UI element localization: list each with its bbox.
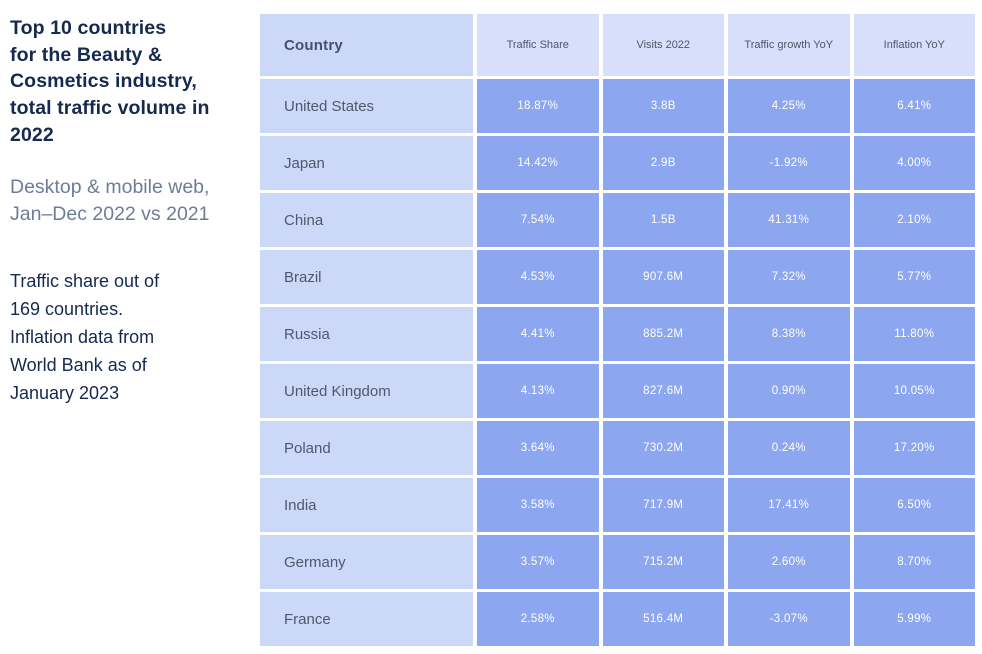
value-cell: 7.32% (728, 250, 850, 304)
value-cell: 4.53% (477, 250, 599, 304)
country-name-cell: Brazil (260, 250, 473, 304)
column-header-traffic-share: Traffic Share (477, 14, 599, 76)
value-cell: 730.2M (602, 421, 724, 475)
value-cell: 14.42% (477, 136, 599, 190)
table-row: India 3.58% 717.9M 17.41% 6.50% (260, 478, 975, 532)
value-cell: 18.87% (477, 79, 599, 133)
table-row: United States 18.87% 3.8B 4.25% 6.41% (260, 79, 975, 133)
country-name-cell: Japan (260, 136, 473, 190)
table-row: Poland 3.64% 730.2M 0.24% 17.20% (260, 421, 975, 475)
country-name-cell: Russia (260, 307, 473, 361)
value-cell: 8.70% (853, 535, 975, 589)
countries-table: Country Traffic Share Visits 2022 Traffi… (260, 14, 975, 646)
column-header-country: Country (260, 14, 473, 76)
value-cell: 1.5B (602, 193, 724, 247)
value-cell: 41.31% (728, 193, 850, 247)
value-cell: 4.25% (728, 79, 850, 133)
value-cell: 907.6M (602, 250, 724, 304)
value-cell: 7.54% (477, 193, 599, 247)
value-cell: 516.4M (602, 592, 724, 646)
value-cell: 3.64% (477, 421, 599, 475)
value-cell: 17.41% (728, 478, 850, 532)
column-header-traffic-growth-yoy: Traffic growth YoY (728, 14, 850, 76)
country-name-cell: France (260, 592, 473, 646)
left-text-panel: Top 10 countries for the Beauty & Cosmet… (10, 15, 250, 407)
value-cell: 827.6M (602, 364, 724, 418)
page-subtitle: Desktop & mobile web, Jan–Dec 2022 vs 20… (10, 175, 210, 226)
value-cell: 6.50% (853, 478, 975, 532)
value-cell: 2.9B (602, 136, 724, 190)
country-name-cell: United States (260, 79, 473, 133)
value-cell: 8.38% (728, 307, 850, 361)
value-cell: 17.20% (853, 421, 975, 475)
value-cell: 717.9M (602, 478, 724, 532)
table-row: United Kingdom 4.13% 827.6M 0.90% 10.05% (260, 364, 975, 418)
value-cell: 715.2M (602, 535, 724, 589)
value-cell: 3.57% (477, 535, 599, 589)
country-name-cell: India (260, 478, 473, 532)
value-cell: 4.13% (477, 364, 599, 418)
value-cell: 6.41% (853, 79, 975, 133)
value-cell: 5.99% (853, 592, 975, 646)
country-name-cell: Poland (260, 421, 473, 475)
value-cell: 2.60% (728, 535, 850, 589)
table-row: Russia 4.41% 885.2M 8.38% 11.80% (260, 307, 975, 361)
value-cell: 3.58% (477, 478, 599, 532)
value-cell: 885.2M (602, 307, 724, 361)
column-header-visits-2022: Visits 2022 (602, 14, 724, 76)
value-cell: -1.92% (728, 136, 850, 190)
country-name-cell: China (260, 193, 473, 247)
value-cell: 5.77% (853, 250, 975, 304)
table-row: Brazil 4.53% 907.6M 7.32% 5.77% (260, 250, 975, 304)
value-cell: 11.80% (853, 307, 975, 361)
value-cell: 3.8B (602, 79, 724, 133)
value-cell: 4.41% (477, 307, 599, 361)
value-cell: 0.90% (728, 364, 850, 418)
value-cell: 2.10% (853, 193, 975, 247)
country-name-cell: United Kingdom (260, 364, 473, 418)
table-header-row: Country Traffic Share Visits 2022 Traffi… (260, 14, 975, 76)
value-cell: 4.00% (853, 136, 975, 190)
footnote: Traffic share out of 169 countries. Infl… (10, 270, 160, 404)
value-cell: -3.07% (728, 592, 850, 646)
table-row: China 7.54% 1.5B 41.31% 2.10% (260, 193, 975, 247)
country-name-cell: Germany (260, 535, 473, 589)
table-row: France 2.58% 516.4M -3.07% 5.99% (260, 592, 975, 646)
page-title: Top 10 countries for the Beauty & Cosmet… (10, 17, 210, 146)
table-row: Japan 14.42% 2.9B -1.92% 4.00% (260, 136, 975, 190)
column-header-inflation-yoy: Inflation YoY (853, 14, 975, 76)
value-cell: 0.24% (728, 421, 850, 475)
value-cell: 10.05% (853, 364, 975, 418)
value-cell: 2.58% (477, 592, 599, 646)
table-row: Germany 3.57% 715.2M 2.60% 8.70% (260, 535, 975, 589)
